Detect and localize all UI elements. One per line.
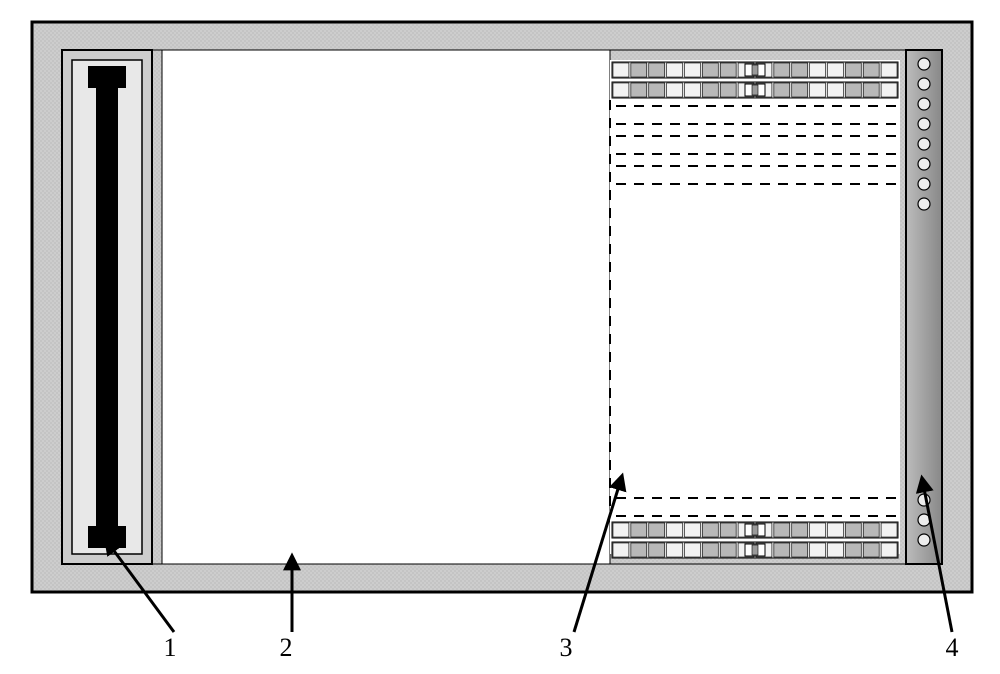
connector-center-pin — [752, 65, 758, 75]
connector-segment — [685, 83, 701, 97]
connector-segment — [792, 543, 808, 557]
connector-segment — [881, 543, 897, 557]
callout-label-1: 1 — [164, 633, 177, 662]
right-strip-hole — [918, 98, 930, 110]
connector-segment — [828, 543, 844, 557]
left-slot-bar — [96, 70, 118, 544]
connector-segment — [774, 63, 790, 77]
connector-segment — [774, 523, 790, 537]
connector-segment — [613, 543, 629, 557]
connector-segment — [863, 523, 879, 537]
connector-center-pin — [752, 525, 758, 535]
connector-center-pin — [752, 545, 758, 555]
connector-segment — [810, 523, 826, 537]
connector-segment — [649, 63, 665, 77]
connector-segment — [810, 543, 826, 557]
connector-segment — [613, 63, 629, 77]
connector-segment — [881, 83, 897, 97]
connector-segment — [649, 83, 665, 97]
connector-segment — [863, 63, 879, 77]
connector-segment — [667, 83, 683, 97]
connector-segment — [631, 543, 647, 557]
connector-segment — [863, 543, 879, 557]
right-strip-hole — [918, 118, 930, 130]
connector-segment — [613, 523, 629, 537]
connector-segment — [685, 63, 701, 77]
connector-segment — [702, 63, 718, 77]
connector-segment — [667, 63, 683, 77]
connector-segment — [828, 523, 844, 537]
connector-segment — [881, 63, 897, 77]
connector-segment — [720, 523, 736, 537]
connector-segment — [631, 523, 647, 537]
connector-segment — [845, 83, 861, 97]
right-strip-hole — [918, 534, 930, 546]
connector-segment — [774, 543, 790, 557]
connector-segment — [702, 523, 718, 537]
right-strip-hole — [918, 198, 930, 210]
right-strip-hole — [918, 178, 930, 190]
right-strip-hole — [918, 158, 930, 170]
connector-segment — [631, 83, 647, 97]
right-strip-hole — [918, 78, 930, 90]
connector-segment — [685, 543, 701, 557]
connector-segment — [792, 83, 808, 97]
connector-segment — [845, 543, 861, 557]
main-area — [162, 50, 610, 564]
connector-segment — [649, 543, 665, 557]
connector-segment — [774, 83, 790, 97]
connector-segment — [881, 523, 897, 537]
connector-center-pin — [752, 85, 758, 95]
connector-segment — [702, 83, 718, 97]
connector-segment — [702, 543, 718, 557]
connector-segment — [863, 83, 879, 97]
right-panel-area — [610, 60, 900, 554]
callout-label-2: 2 — [280, 633, 293, 662]
connector-segment — [792, 63, 808, 77]
callout-label-3: 3 — [560, 633, 573, 662]
diagram-canvas: 1 2 3 4 — [0, 0, 1000, 674]
connector-segment — [792, 523, 808, 537]
connector-segment — [720, 83, 736, 97]
connector-segment — [685, 523, 701, 537]
connector-segment — [810, 83, 826, 97]
connector-segment — [649, 523, 665, 537]
connector-segment — [720, 63, 736, 77]
callout-label-4: 4 — [946, 633, 959, 662]
connector-segment — [613, 83, 629, 97]
right-strip-hole — [918, 138, 930, 150]
connector-segment — [845, 523, 861, 537]
connector-segment — [667, 543, 683, 557]
connector-segment — [631, 63, 647, 77]
connector-segment — [845, 63, 861, 77]
connector-segment — [828, 83, 844, 97]
connector-segment — [828, 63, 844, 77]
right-strip-hole — [918, 58, 930, 70]
connector-segment — [810, 63, 826, 77]
connector-segment — [720, 543, 736, 557]
connector-segment — [667, 523, 683, 537]
